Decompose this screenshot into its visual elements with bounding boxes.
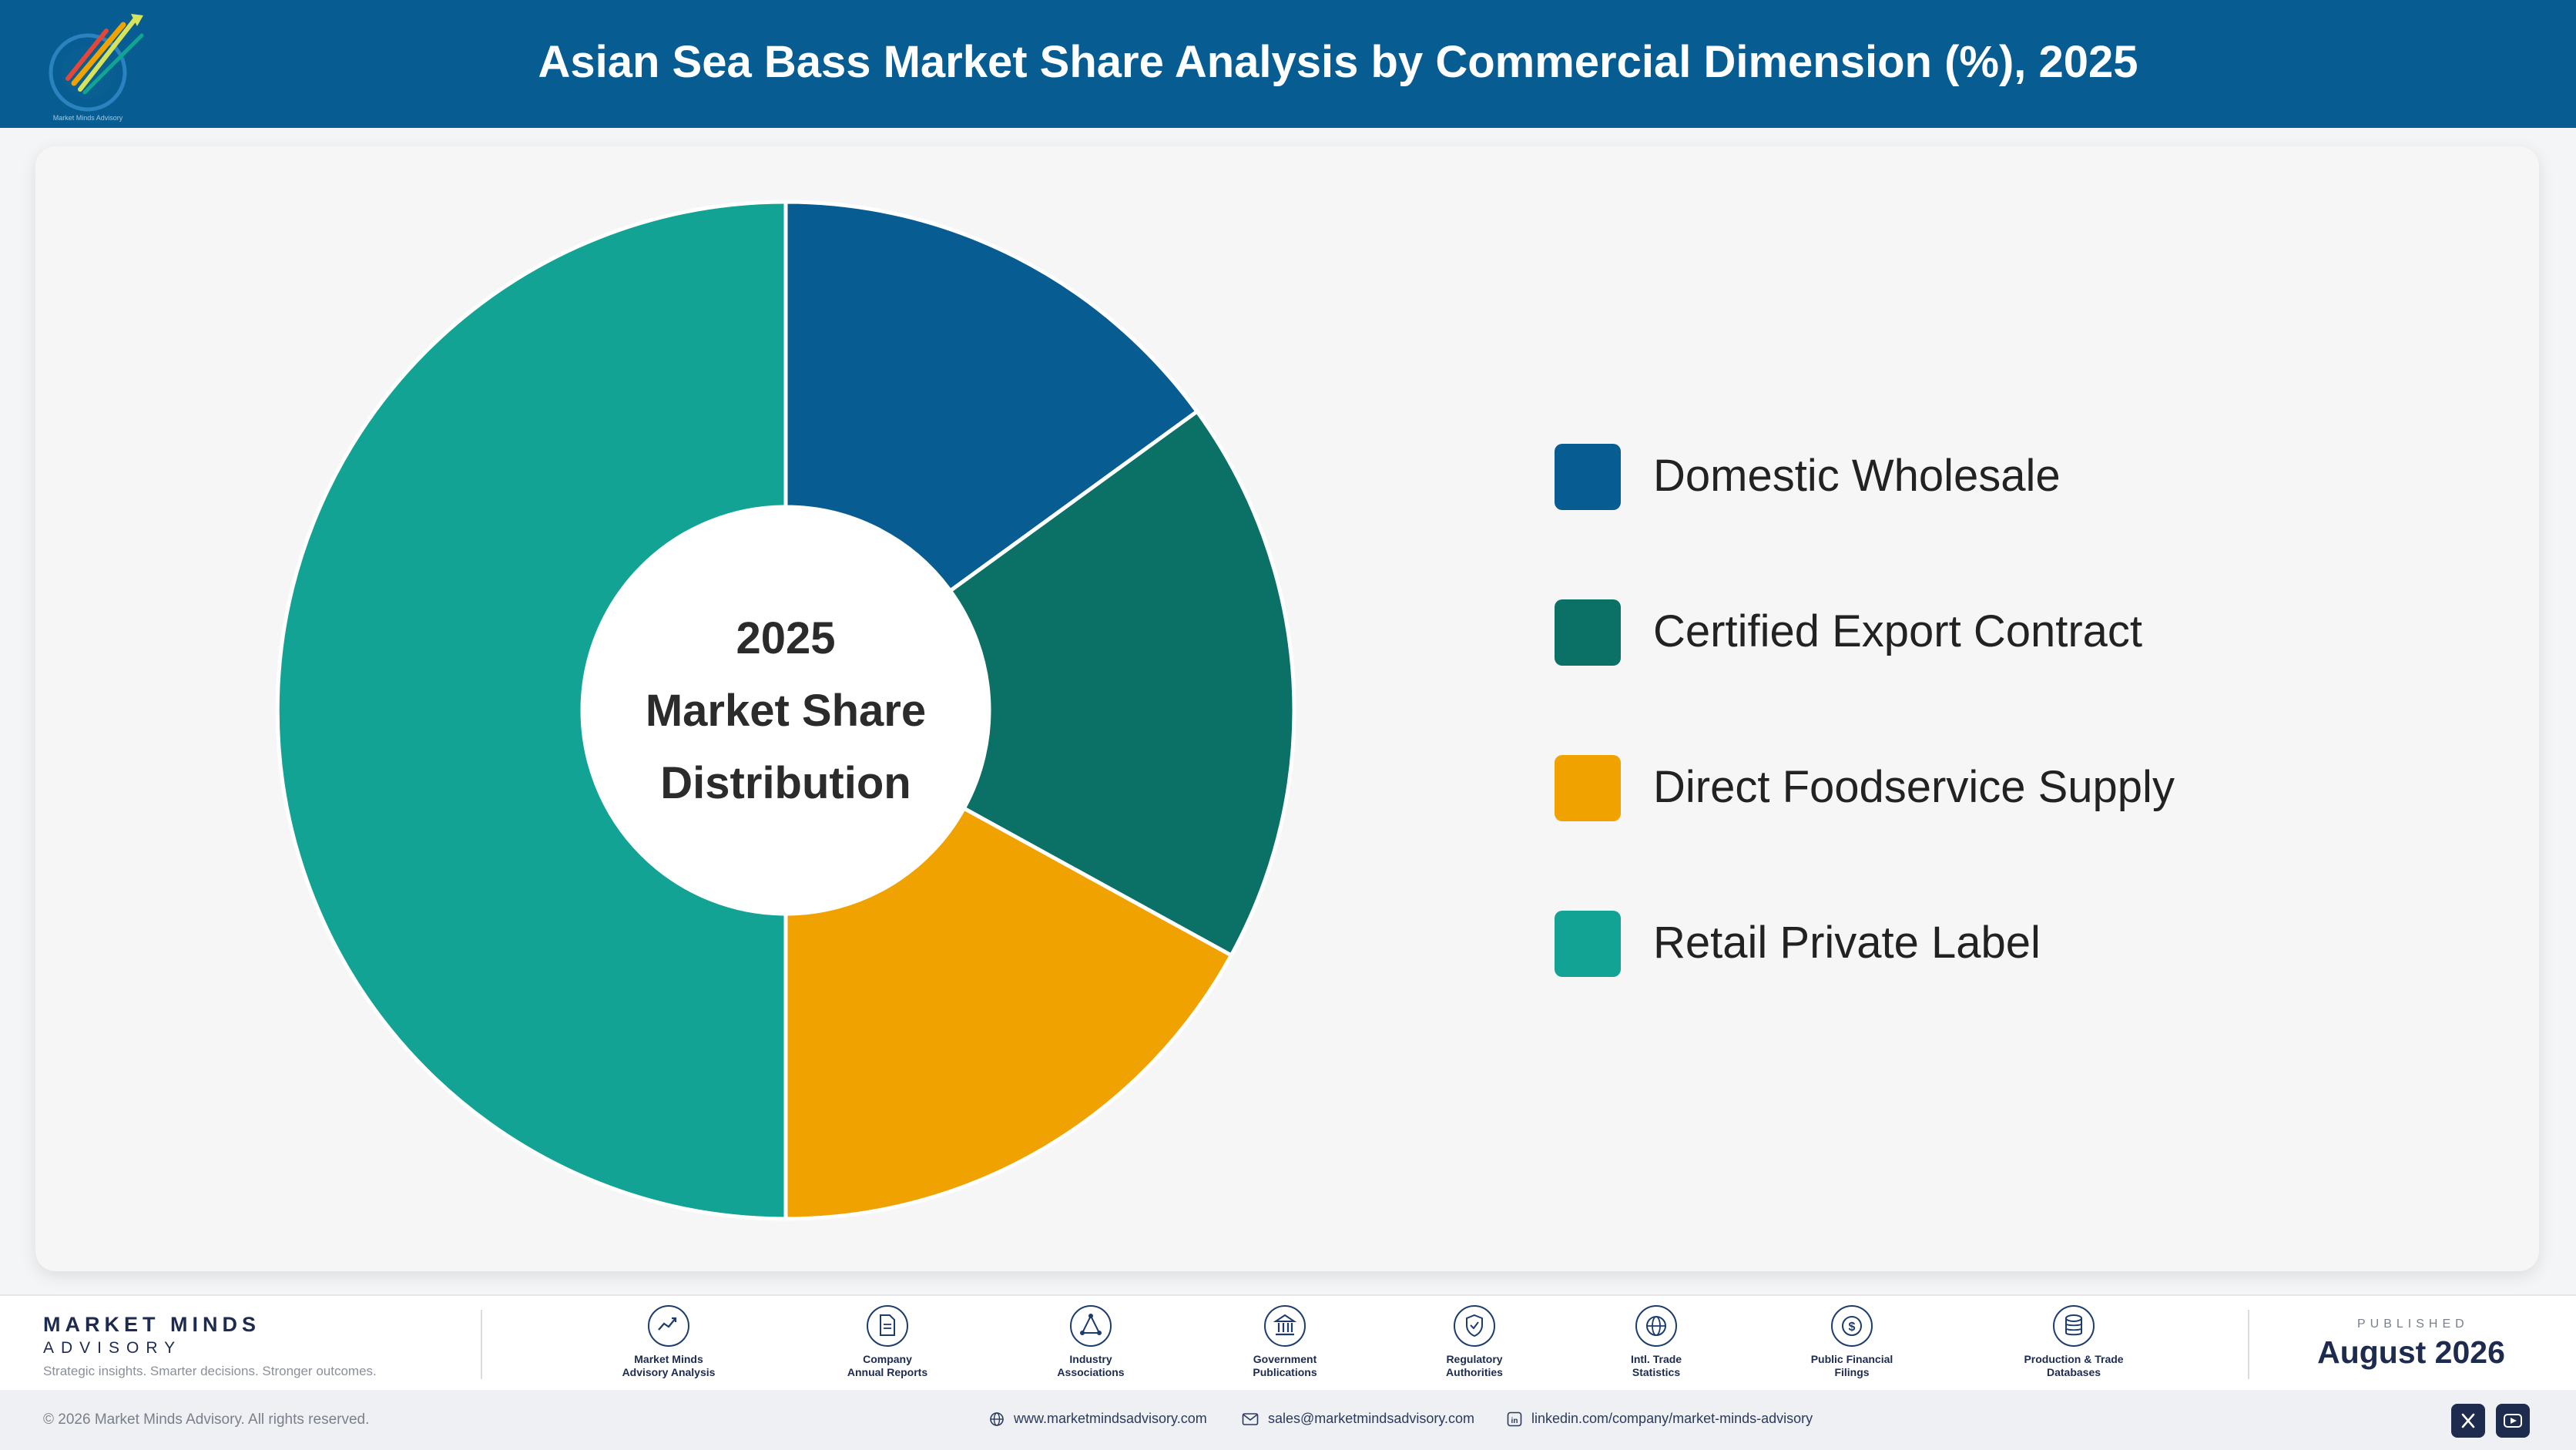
source-item[interactable]: $ Public Financial Filings: [1775, 1305, 1929, 1379]
mail-icon: [1242, 1412, 1259, 1425]
brand-subtitle: ADVISORY: [43, 1339, 183, 1357]
source-item[interactable]: Industry Associations: [1014, 1305, 1168, 1379]
website-link[interactable]: www.marketmindsadvisory.com: [989, 1411, 1207, 1427]
source-item[interactable]: Intl. Trade Statistics: [1579, 1305, 1733, 1379]
source-label: Production & Trade Databases: [2024, 1353, 2124, 1378]
document-icon: [867, 1305, 908, 1347]
brand-tagline: Strategic insights. Smarter decisions. S…: [43, 1364, 377, 1378]
youtube-social-button[interactable]: [2496, 1404, 2530, 1438]
published-label: PUBLISHED: [2357, 1317, 2469, 1331]
website-text: www.marketmindsadvisory.com: [1014, 1411, 1207, 1426]
source-item[interactable]: Market Minds Advisory Analysis: [592, 1305, 746, 1379]
government-building-icon: [1264, 1305, 1306, 1347]
pie-slice-domestic-wholesale[interactable]: [783, 200, 1200, 594]
legend-label: Certified Export Contract: [1653, 606, 2143, 656]
source-label: Regulatory Authorities: [1446, 1353, 1503, 1378]
source-label: Public Financial Filings: [1810, 1353, 1893, 1378]
dollar-coin-icon: $: [1831, 1305, 1873, 1347]
network-icon: [1070, 1305, 1112, 1347]
globe-icon: [990, 1411, 1004, 1426]
source-item[interactable]: Production & Trade Databases: [1997, 1305, 2151, 1379]
footer-divider: [481, 1310, 482, 1379]
legend-label: Direct Foodservice Supply: [1653, 762, 2175, 812]
footer-divider: [2248, 1310, 2249, 1379]
youtube-icon: [2504, 1414, 2522, 1428]
donut-center: [584, 509, 988, 912]
legend-swatch: [1555, 599, 1621, 666]
pie-slice-certified-export-contract[interactable]: [948, 408, 1296, 958]
svg-text:$: $: [1849, 1321, 1856, 1334]
email-link[interactable]: sales@marketmindsadvisory.com: [1242, 1411, 1474, 1427]
linkedin-icon: in: [1507, 1411, 1522, 1426]
center-label-line: Distribution: [660, 758, 911, 808]
x-social-button[interactable]: [2451, 1404, 2485, 1438]
email-text: sales@marketmindsadvisory.com: [1268, 1411, 1475, 1426]
pie-slice-direct-foodservice-supply[interactable]: [783, 805, 1234, 1221]
center-label-line: Market Share: [646, 686, 926, 736]
shield-check-icon: [1454, 1305, 1495, 1347]
legend-label: Retail Private Label: [1653, 918, 2041, 968]
database-icon: [2053, 1305, 2095, 1347]
legend-swatch: [1555, 444, 1621, 510]
linkedin-link[interactable]: in linkedin.com/company/market-minds-adv…: [1507, 1411, 1813, 1427]
center-label-line: 2025: [736, 613, 835, 663]
x-icon: [2461, 1413, 2475, 1428]
source-label: Intl. Trade Statistics: [1630, 1353, 1682, 1378]
company-logo[interactable]: Market Minds Advisory: [40, 8, 156, 122]
page-title: Asian Sea Bass Market Share Analysis by …: [538, 37, 2138, 87]
copyright: © 2026 Market Minds Advisory. All rights…: [43, 1411, 370, 1428]
bottom-bar: © 2026 Market Minds Advisory. All rights…: [0, 1390, 2576, 1450]
linkedin-text: linkedin.com/company/market-minds-adviso…: [1531, 1411, 1813, 1426]
trend-chart-icon: [648, 1305, 689, 1347]
source-item[interactable]: Company Annual Reports: [810, 1305, 964, 1379]
pie-slice-retail-private-label[interactable]: [275, 200, 788, 1221]
source-label: Company Annual Reports: [847, 1353, 928, 1378]
footer: MARKET MINDS ADVISORY Strategic insights…: [0, 1294, 2576, 1390]
source-label: Government Publications: [1253, 1353, 1317, 1378]
legend-label: Domestic Wholesale: [1653, 451, 2061, 501]
source-item[interactable]: Regulatory Authorities: [1397, 1305, 1551, 1379]
globe-icon: [1635, 1305, 1677, 1347]
source-item[interactable]: Government Publications: [1208, 1305, 1362, 1379]
header-bar: Market Minds Advisory Asian Sea Bass Mar…: [0, 0, 2576, 128]
brand-name: MARKET MINDS: [43, 1313, 260, 1336]
svg-text:in: in: [1511, 1417, 1518, 1425]
source-label: Market Minds Advisory Analysis: [622, 1353, 716, 1378]
chart-card: 2025 Market Share Distribution Domestic Wh…: [35, 146, 2539, 1271]
donut-chart: 2025 Market Share Distribution: [275, 200, 1296, 1221]
published-date: August 2026: [2317, 1334, 2505, 1370]
legend-swatch: [1555, 755, 1621, 821]
logo-caption: Market Minds Advisory: [53, 114, 123, 122]
legend-swatch: [1555, 911, 1621, 977]
source-label: Industry Associations: [1057, 1353, 1125, 1378]
